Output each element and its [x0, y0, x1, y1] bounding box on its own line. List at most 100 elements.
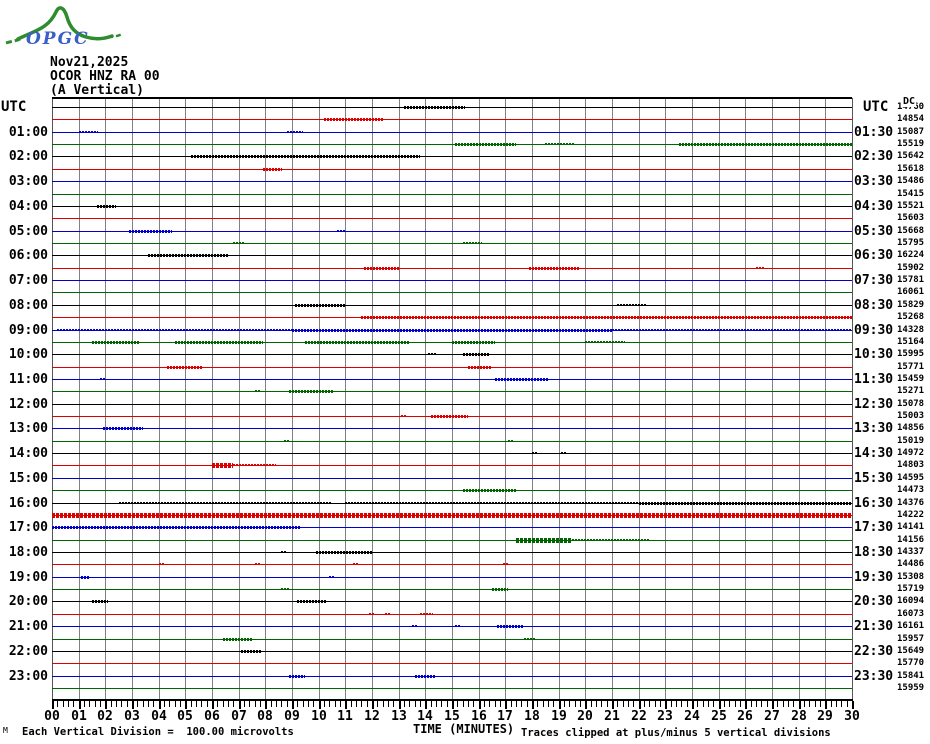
x-axis-minor-tick [601, 701, 602, 707]
x-axis-label: 20 [577, 709, 593, 724]
x-axis-label: 14 [417, 709, 433, 724]
trace-noise-segment [497, 625, 524, 628]
trace-row [52, 639, 852, 640]
trace-noise-segment [119, 502, 332, 504]
trace-row [52, 651, 852, 652]
dc-value: 14486 [897, 559, 925, 569]
x-axis-minor-tick [356, 701, 357, 707]
right-time-label: 22:30 [854, 644, 894, 659]
minute-gridline [372, 98, 373, 699]
minute-gridline [105, 98, 106, 699]
trace-noise-segment [100, 378, 105, 380]
x-axis-major-tick [372, 701, 374, 709]
minute-gridline [665, 98, 666, 699]
x-axis-label: 11 [337, 709, 353, 724]
x-axis-minor-tick [228, 701, 229, 707]
x-axis-minor-tick [148, 701, 149, 707]
minute-gridline [612, 98, 613, 699]
x-axis-minor-tick [793, 701, 794, 707]
trace-noise-segment [428, 353, 436, 355]
right-time-label: 05:30 [854, 224, 894, 239]
x-axis-minor-tick [500, 701, 501, 707]
left-time-label: 13:00 [8, 421, 48, 436]
x-axis-label: 04 [151, 709, 167, 724]
dc-value: 15781 [897, 275, 925, 285]
x-axis-major-tick [505, 701, 507, 709]
x-axis-major-tick [745, 701, 747, 709]
x-axis-minor-tick [377, 701, 378, 707]
x-axis-minor-tick [340, 701, 341, 707]
right-time-label: 10:30 [854, 347, 894, 362]
plot-top-border [52, 97, 852, 99]
left-time-label: 06:00 [8, 248, 48, 263]
x-axis-label: 27 [764, 709, 780, 724]
trace-row [52, 614, 852, 615]
x-axis-minor-tick [223, 701, 224, 707]
right-time-label: 21:30 [854, 619, 894, 634]
dc-value: 15268 [897, 312, 925, 322]
x-axis-minor-tick [63, 701, 64, 707]
trace-noise-segment [52, 526, 300, 529]
x-axis-major-tick [185, 701, 187, 709]
trace-noise-segment [97, 205, 116, 208]
trace-row [52, 379, 852, 380]
trace-noise-segment [255, 390, 260, 392]
trace-noise-segment [57, 329, 292, 331]
dc-value: 15902 [897, 263, 925, 273]
trace-noise-segment [756, 267, 764, 269]
trace-noise-segment [223, 638, 252, 641]
trace-noise-segment [292, 329, 612, 332]
x-axis-label: 03 [124, 709, 140, 724]
x-axis-minor-tick [473, 701, 474, 707]
x-axis-minor-tick [303, 701, 304, 707]
x-axis-minor-tick [100, 701, 101, 707]
x-axis-major-tick [692, 701, 694, 709]
minute-gridline [825, 98, 826, 699]
x-axis-minor-tick [836, 701, 837, 707]
dc-value: 14473 [897, 485, 925, 495]
trace-noise-segment [639, 502, 852, 505]
x-axis-label: 30 [844, 709, 860, 724]
x-axis-minor-tick [217, 701, 218, 707]
x-axis-major-tick [212, 701, 214, 709]
trace-row [52, 577, 852, 578]
header-station: OCOR HNZ RA 00 [50, 69, 160, 84]
x-axis-major-tick [425, 701, 427, 709]
trace-row [52, 490, 852, 491]
x-axis-minor-tick [297, 701, 298, 707]
x-axis-minor-tick [553, 701, 554, 707]
x-axis-minor-tick [233, 701, 234, 707]
trace-noise-segment [316, 551, 372, 554]
trace-noise-segment [369, 613, 374, 615]
x-axis-minor-tick [655, 701, 656, 707]
x-axis-label: 26 [737, 709, 753, 724]
left-time-label: 03:00 [8, 174, 48, 189]
x-axis-minor-tick [271, 701, 272, 707]
x-axis-major-tick [105, 701, 107, 709]
x-axis-minor-tick [820, 701, 821, 707]
x-axis-minor-tick [84, 701, 85, 707]
x-axis-minor-tick [409, 701, 410, 707]
minute-gridline [852, 98, 853, 699]
trace-noise-segment [289, 675, 305, 678]
trace-row [52, 391, 852, 392]
trace-row [52, 465, 852, 466]
x-axis-minor-tick [404, 701, 405, 707]
minute-gridline [559, 98, 560, 699]
trace-row [52, 527, 852, 528]
right-time-label: 18:30 [854, 545, 894, 560]
left-time-label: 08:00 [8, 298, 48, 313]
trace-noise-segment [492, 588, 508, 591]
dc-value: 15078 [897, 399, 925, 409]
x-axis-minor-tick [841, 701, 842, 707]
minute-gridline [319, 98, 320, 699]
x-axis-minor-tick [420, 701, 421, 707]
x-axis-label: 17 [497, 709, 513, 724]
x-axis-minor-tick [708, 701, 709, 707]
x-axis-minor-tick [111, 701, 112, 707]
minute-gridline [79, 98, 80, 699]
x-axis-minor-tick [431, 701, 432, 707]
x-axis-minor-tick [308, 701, 309, 707]
trace-noise-segment [455, 143, 516, 146]
